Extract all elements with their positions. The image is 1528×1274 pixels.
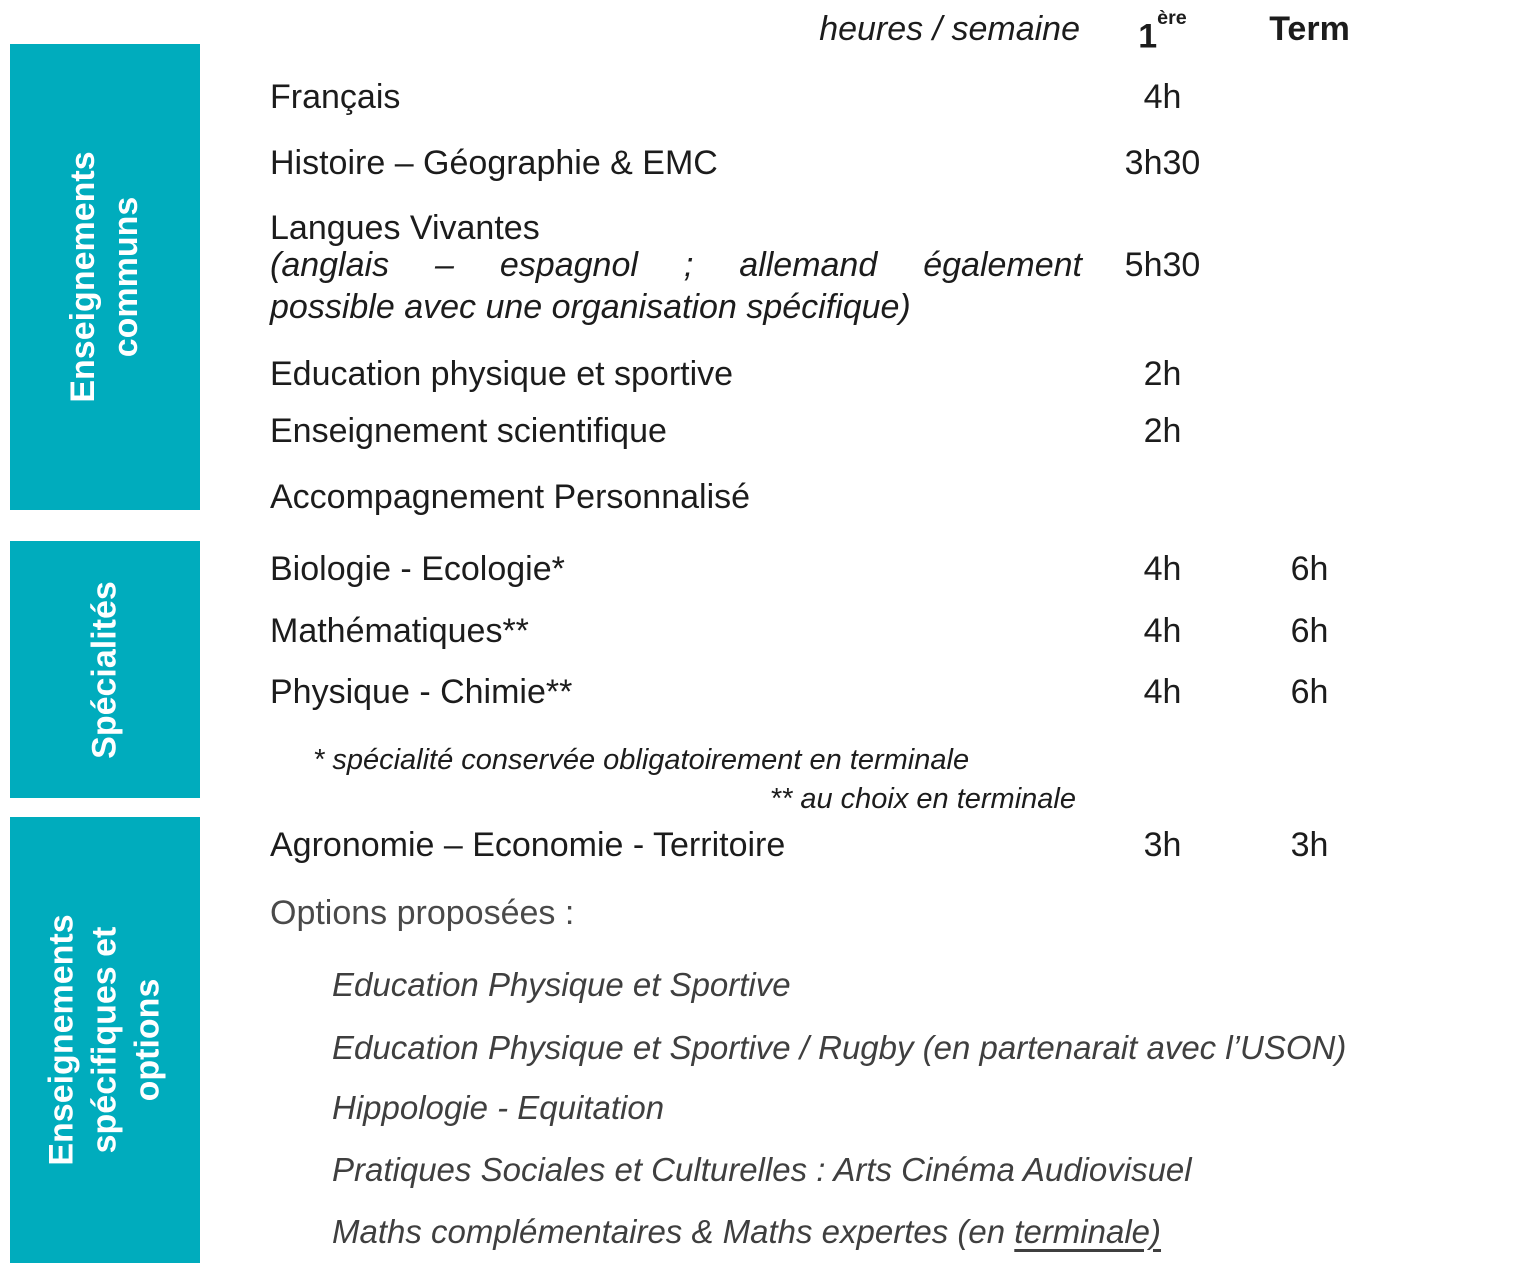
column-header-premiere: 1ère <box>1100 7 1225 57</box>
hours-premiere-cell: 4h <box>1143 78 1182 116</box>
premiere-number: 1 <box>1138 17 1158 56</box>
hours-premiere-cell: 4h <box>1143 550 1182 588</box>
table-row: Physique - Chimie** 4h 6h <box>0 671 1528 713</box>
subject-cell: Accompagnement Personnalisé <box>270 478 751 516</box>
hours-term-cell: 6h <box>1290 612 1329 650</box>
table-row: Biologie - Ecologie* 4h 6h <box>0 548 1528 590</box>
hours-term-cell: 6h <box>1290 550 1329 588</box>
options-title: Options proposées : <box>270 894 575 932</box>
section-block-enseignements-specifiques: Enseignements spécifiques et options <box>10 817 200 1263</box>
section-label-line: Spécialités <box>85 580 124 759</box>
option-item: Education Physique et Sportive <box>332 966 791 1003</box>
langues-note-line: possible avec une organisation spécifiqu… <box>270 288 911 326</box>
section-block-specialites: Spécialités <box>10 541 200 798</box>
table-row: Accompagnement Personnalisé <box>0 476 1528 518</box>
table-row: Mathématiques** 4h 6h <box>0 610 1528 652</box>
hours-premiere-cell: 3h <box>1143 826 1182 864</box>
subject-cell: Agronomie – Economie - Territoire <box>270 826 786 864</box>
option-item: Pratiques Sociales et Culturelles : Arts… <box>332 1151 1192 1188</box>
premiere-superscript: ère <box>1157 7 1187 30</box>
langues-vivantes-note: (anglais – espagnol ; allemand également… <box>270 244 1082 328</box>
hours-premiere-cell: 5h30 <box>1124 246 1201 284</box>
hours-premiere-cell: 4h <box>1143 673 1182 711</box>
option-maths-prefix: Maths complémentaires & Maths expertes (… <box>332 1213 1015 1250</box>
table-row: Histoire – Géographie & EMC 3h30 <box>0 142 1528 184</box>
section-label-specialites: Spécialités <box>84 581 127 759</box>
langues-note-line: (anglais – espagnol ; allemand également <box>270 246 1082 284</box>
table-row: Français 4h <box>0 76 1528 118</box>
section-label-line: Enseignements <box>42 914 81 1166</box>
subject-cell: Education physique et sportive <box>270 355 734 393</box>
footnote-choice-terminale: ** au choix en terminale <box>769 783 1076 815</box>
hours-premiere-cell: 3h30 <box>1124 144 1201 182</box>
section-label-line: options <box>128 978 167 1102</box>
footnote-speciality-kept: * spécialité conservée obligatoirement e… <box>313 744 970 776</box>
table-row-hours-langues: 5h30 <box>0 244 1528 286</box>
subject-cell: Langues Vivantes <box>270 209 540 247</box>
column-header-hours-per-week: heures / semaine <box>819 10 1080 48</box>
option-maths-underlined-terminale: terminale) <box>1014 1213 1162 1250</box>
subject-cell: Enseignement scientifique <box>270 412 667 450</box>
hours-term-cell: 6h <box>1290 673 1329 711</box>
hours-premiere-cell: 4h <box>1143 612 1182 650</box>
section-label-enseignements-specifiques: Enseignements spécifiques et options <box>41 914 170 1165</box>
column-header-term: Term <box>1269 10 1350 48</box>
subject-cell: Mathématiques** <box>270 612 529 650</box>
specialites-footnotes: * spécialité conservée obligatoirement e… <box>313 741 1076 819</box>
option-item-maths: Maths complémentaires & Maths expertes (… <box>332 1211 1161 1253</box>
table-row: Enseignement scientifique 2h <box>0 410 1528 452</box>
option-item: Hippologie - Equitation <box>332 1089 665 1126</box>
subject-cell: Histoire – Géographie & EMC <box>270 144 718 182</box>
subject-cell: Biologie - Ecologie* <box>270 550 565 588</box>
hours-term-cell: 3h <box>1290 826 1329 864</box>
table-row: Education physique et sportive 2h <box>0 353 1528 395</box>
section-block-enseignements-communs: Enseignements communs <box>10 44 200 510</box>
option-item: Education Physique et Sportive / Rugby (… <box>332 1029 1347 1066</box>
hours-premiere-cell: 2h <box>1143 412 1182 450</box>
table-row: Langues Vivantes <box>0 207 1528 249</box>
subject-cell: Français <box>270 78 401 116</box>
table-row: Agronomie – Economie - Territoire 3h 3h <box>0 824 1528 866</box>
subject-cell: Physique - Chimie** <box>270 673 573 711</box>
hours-premiere-cell: 2h <box>1143 355 1182 393</box>
section-label-line: spécifiques et <box>85 926 124 1154</box>
